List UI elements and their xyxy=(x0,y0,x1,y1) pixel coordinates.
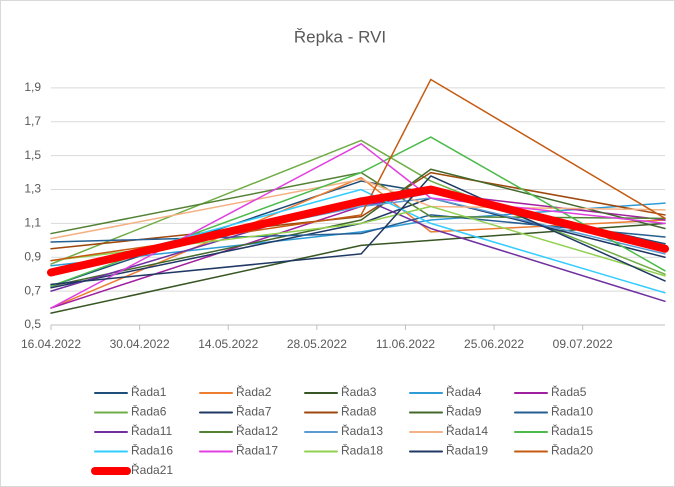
x-tick-label: 16.04.2022 xyxy=(21,337,81,351)
y-tick-label: 1,1 xyxy=(24,216,41,230)
legend-label: Řada5 xyxy=(551,384,587,399)
y-tick-label: 0,9 xyxy=(24,249,41,263)
x-tick-label: 11.06.2022 xyxy=(376,337,435,351)
x-tick-label: 14.05.2022 xyxy=(198,337,258,351)
legend-label: Řada11 xyxy=(131,423,172,438)
y-tick-label: 1,7 xyxy=(24,114,41,128)
legend-label: Řada12 xyxy=(236,423,278,438)
x-tick-label: 30.04.2022 xyxy=(110,337,170,351)
legend-label: Řada18 xyxy=(341,443,383,458)
series-line xyxy=(50,188,666,294)
legend-label: Řada13 xyxy=(341,423,383,438)
legend-label: Řada2 xyxy=(236,384,272,399)
legend-label: Řada3 xyxy=(341,384,377,399)
series-line xyxy=(47,185,669,277)
y-tick-label: 0,5 xyxy=(24,317,41,331)
legend-label: Řada15 xyxy=(551,423,593,438)
legend-label: Řada20 xyxy=(551,443,593,458)
x-tick-label: 09.07.2022 xyxy=(553,337,613,351)
chart-title: Řepka - RVI xyxy=(294,27,386,46)
legend-label: Řada14 xyxy=(446,423,488,438)
series-line xyxy=(50,202,666,267)
legend-label: Řada6 xyxy=(131,404,167,419)
y-tick-label: 1,5 xyxy=(24,148,41,162)
legend-label: Řada9 xyxy=(446,404,482,419)
series-line xyxy=(50,143,666,309)
series-line xyxy=(50,136,666,287)
series-line xyxy=(50,222,666,314)
legend-label: Řada17 xyxy=(236,443,278,458)
legend-label: Řada8 xyxy=(341,404,377,419)
legend-label: Řada21 xyxy=(131,462,173,477)
legend-label: Řada10 xyxy=(551,404,593,419)
legend-label: Řada4 xyxy=(446,384,482,399)
series-line xyxy=(50,175,666,286)
y-tick-label: 0,7 xyxy=(24,283,41,297)
legend-label: Řada1 xyxy=(131,384,167,399)
legend-label: Řada16 xyxy=(131,443,173,458)
series-line xyxy=(50,197,666,303)
legend-label: Řada19 xyxy=(446,443,488,458)
legend-label: Řada7 xyxy=(236,404,272,419)
series-line xyxy=(50,197,666,289)
x-tick-label: 28.05.2022 xyxy=(287,337,347,351)
series-line xyxy=(50,192,666,309)
y-tick-label: 1,9 xyxy=(24,80,41,94)
x-tick-label: 25.06.2022 xyxy=(464,337,524,351)
y-tick-label: 1,3 xyxy=(24,182,41,196)
